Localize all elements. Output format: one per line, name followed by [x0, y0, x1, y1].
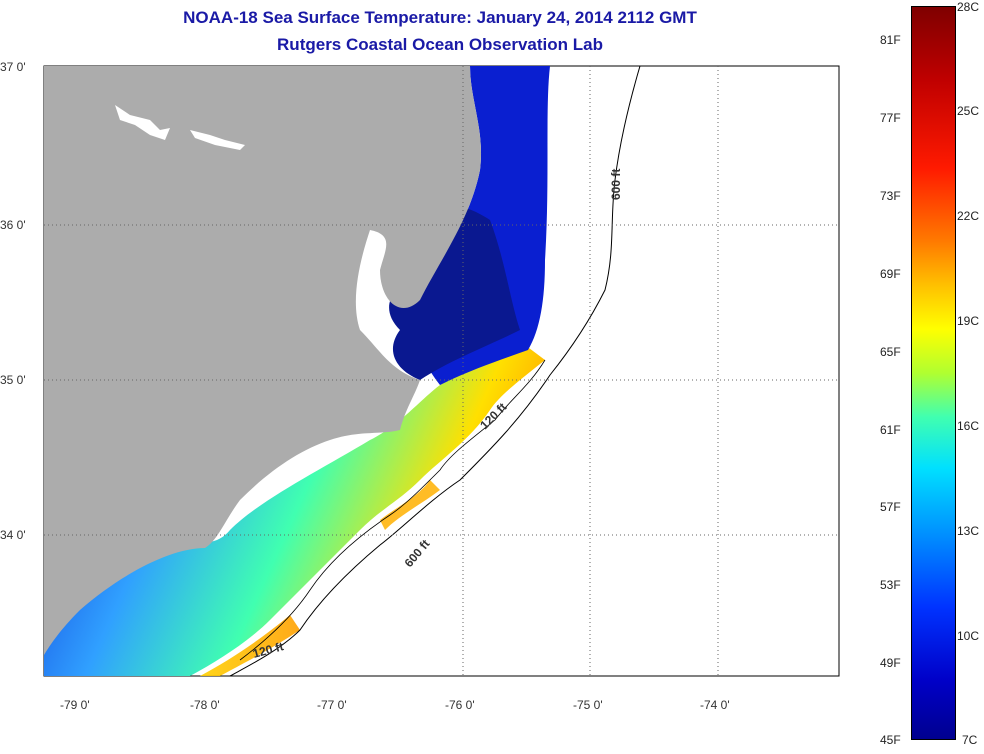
- cb-f-73: 73F: [880, 189, 901, 203]
- lon-label-78: -78 0': [190, 698, 220, 712]
- cb-f-53: 53F: [880, 578, 901, 592]
- cb-c-13: 13C: [957, 524, 980, 538]
- cb-c-28: 28C: [957, 0, 980, 14]
- warm-front-mid: [380, 480, 440, 530]
- grid-lines: [44, 66, 839, 676]
- lat-label-35: 35 0': [0, 373, 26, 387]
- cb-f-49: 49F: [880, 656, 901, 670]
- shelf-water-sst: [44, 345, 545, 676]
- cb-f-57: 57F: [880, 500, 901, 514]
- cb-c-25: 25C: [957, 104, 980, 118]
- contour-120ft: [239, 359, 546, 661]
- lon-label-77: -77 0': [317, 698, 347, 712]
- cb-f-69: 69F: [880, 267, 901, 281]
- cb-c-19: 19C: [957, 314, 980, 328]
- inland-lake-2: [190, 130, 245, 150]
- lon-label-75: -75 0': [573, 698, 603, 712]
- contour-label-600-a: 600 ft: [609, 169, 623, 200]
- cb-f-81: 81F: [880, 33, 901, 47]
- land-mass: [44, 66, 482, 655]
- lat-label-37: 37 0': [0, 60, 26, 74]
- inland-lake: [115, 105, 170, 140]
- figure-subtitle: Rutgers Coastal Ocean Observation Lab: [277, 35, 603, 54]
- cb-c-7: 7C: [962, 733, 978, 747]
- cb-c-10: 10C: [957, 629, 980, 643]
- cb-c-16: 16C: [957, 419, 980, 433]
- lon-label-74: -74 0': [700, 698, 730, 712]
- temperature-colorbar: [911, 6, 956, 740]
- cb-f-61: 61F: [880, 423, 901, 437]
- cb-f-77: 77F: [880, 111, 901, 125]
- lon-label-76: -76 0': [445, 698, 475, 712]
- lat-label-34: 34 0': [0, 528, 26, 542]
- cb-c-22: 22C: [957, 209, 980, 223]
- cb-f-65: 65F: [880, 345, 901, 359]
- lat-label-36: 36 0': [0, 218, 26, 232]
- contour-600ft: [229, 66, 641, 676]
- cb-f-45: 45F: [880, 733, 901, 747]
- lon-label-79: -79 0': [60, 698, 90, 712]
- figure-title: NOAA-18 Sea Surface Temperature: January…: [183, 8, 697, 27]
